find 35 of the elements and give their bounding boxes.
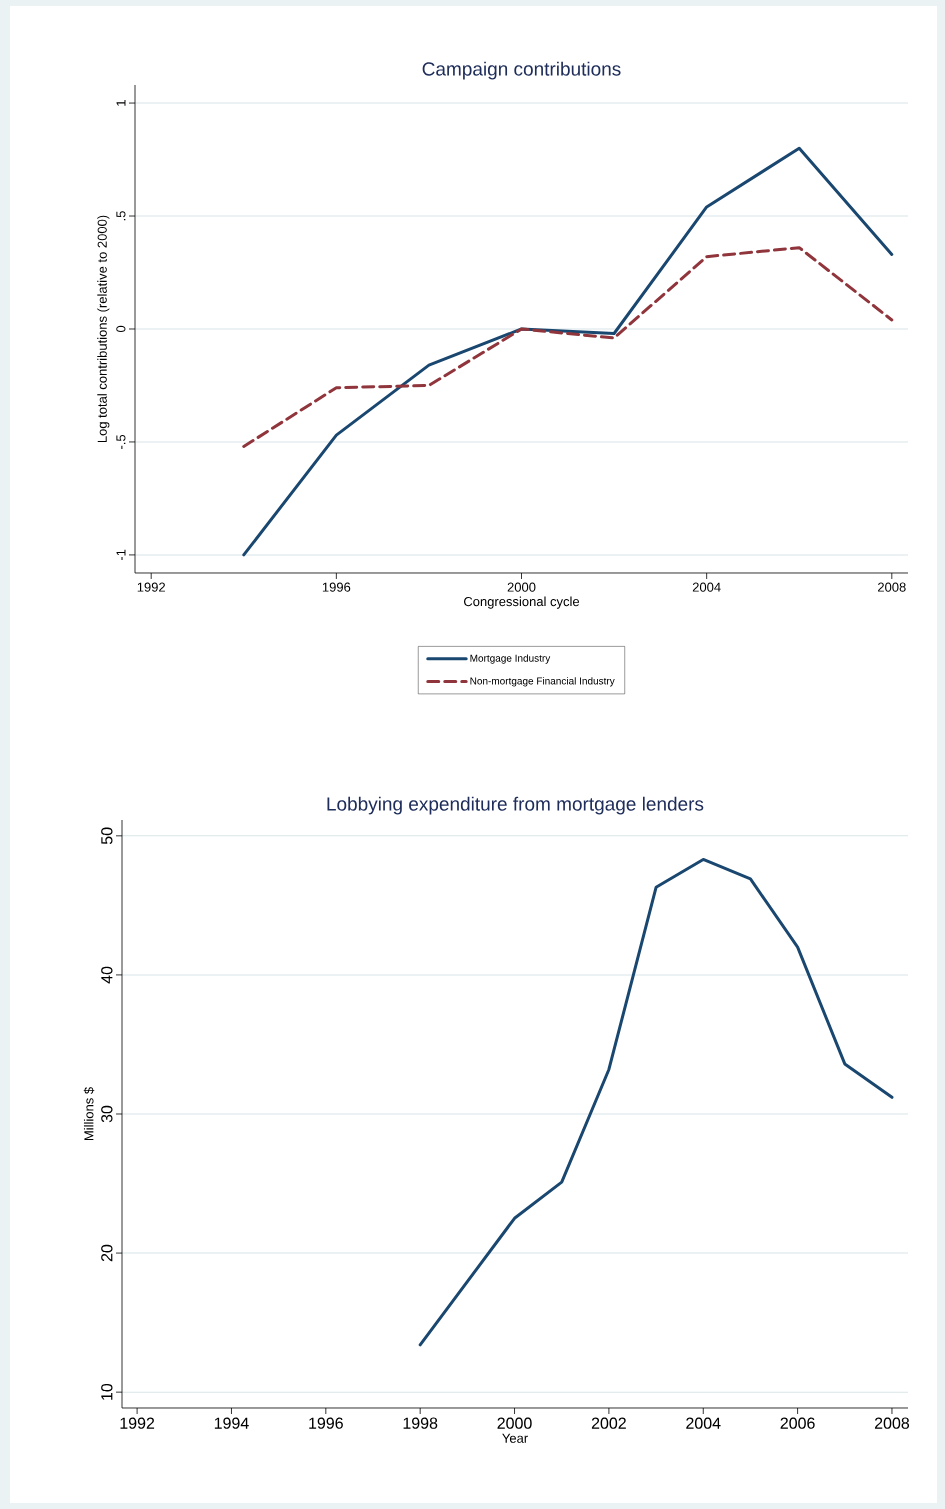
y-tick-label: 50	[101, 827, 113, 845]
line-series	[418, 857, 894, 1347]
y-axis-title: Millions $	[83, 1087, 95, 1141]
y-tick-label: 10	[101, 1383, 113, 1400]
legend-label: Non-mortgage Financial Industry	[470, 677, 615, 687]
y-tick-label: 40	[101, 966, 113, 984]
x-axis-title: Year	[502, 1433, 528, 1443]
chart-title: Lobbying expenditure from mortgage lenders	[327, 796, 704, 815]
legend-label: Mortgage Industry	[470, 654, 551, 664]
y-tick-label: 30	[101, 1105, 113, 1123]
x-tick-label: 2000	[497, 1417, 532, 1429]
x-tick-label: 2006	[780, 1417, 815, 1429]
x-tick-label: 2004	[692, 582, 721, 592]
x-tick-label: 1998	[403, 1417, 438, 1429]
chart-title: Campaign contributions	[422, 61, 621, 80]
x-tick-label: 1996	[322, 582, 351, 592]
line-series	[242, 146, 894, 557]
x-tick-label: 2008	[878, 582, 906, 592]
x-tick-label: 1996	[309, 1417, 343, 1429]
y-tick-label: -1	[116, 549, 126, 561]
x-tick-label: 1994	[214, 1417, 249, 1429]
line-series	[242, 246, 894, 448]
y-tick-label: 20	[101, 1244, 113, 1262]
x-tick-label: 1992	[137, 582, 165, 592]
y-axis-title: Log total contributions (relative to 2000)	[97, 215, 110, 443]
y-tick-label: 0	[116, 325, 126, 333]
x-tick-label: 2008	[874, 1417, 910, 1429]
y-tick-label: .5	[116, 211, 126, 221]
x-tick-label: 2000	[507, 582, 536, 592]
x-tick-label: 1992	[120, 1417, 155, 1429]
y-tick-label: -.5	[116, 434, 126, 449]
x-axis-title: Congressional cycle	[464, 596, 580, 609]
x-tick-label: 2004	[686, 1417, 721, 1429]
y-tick-label: 1	[116, 100, 126, 106]
x-tick-label: 2002	[591, 1417, 626, 1429]
